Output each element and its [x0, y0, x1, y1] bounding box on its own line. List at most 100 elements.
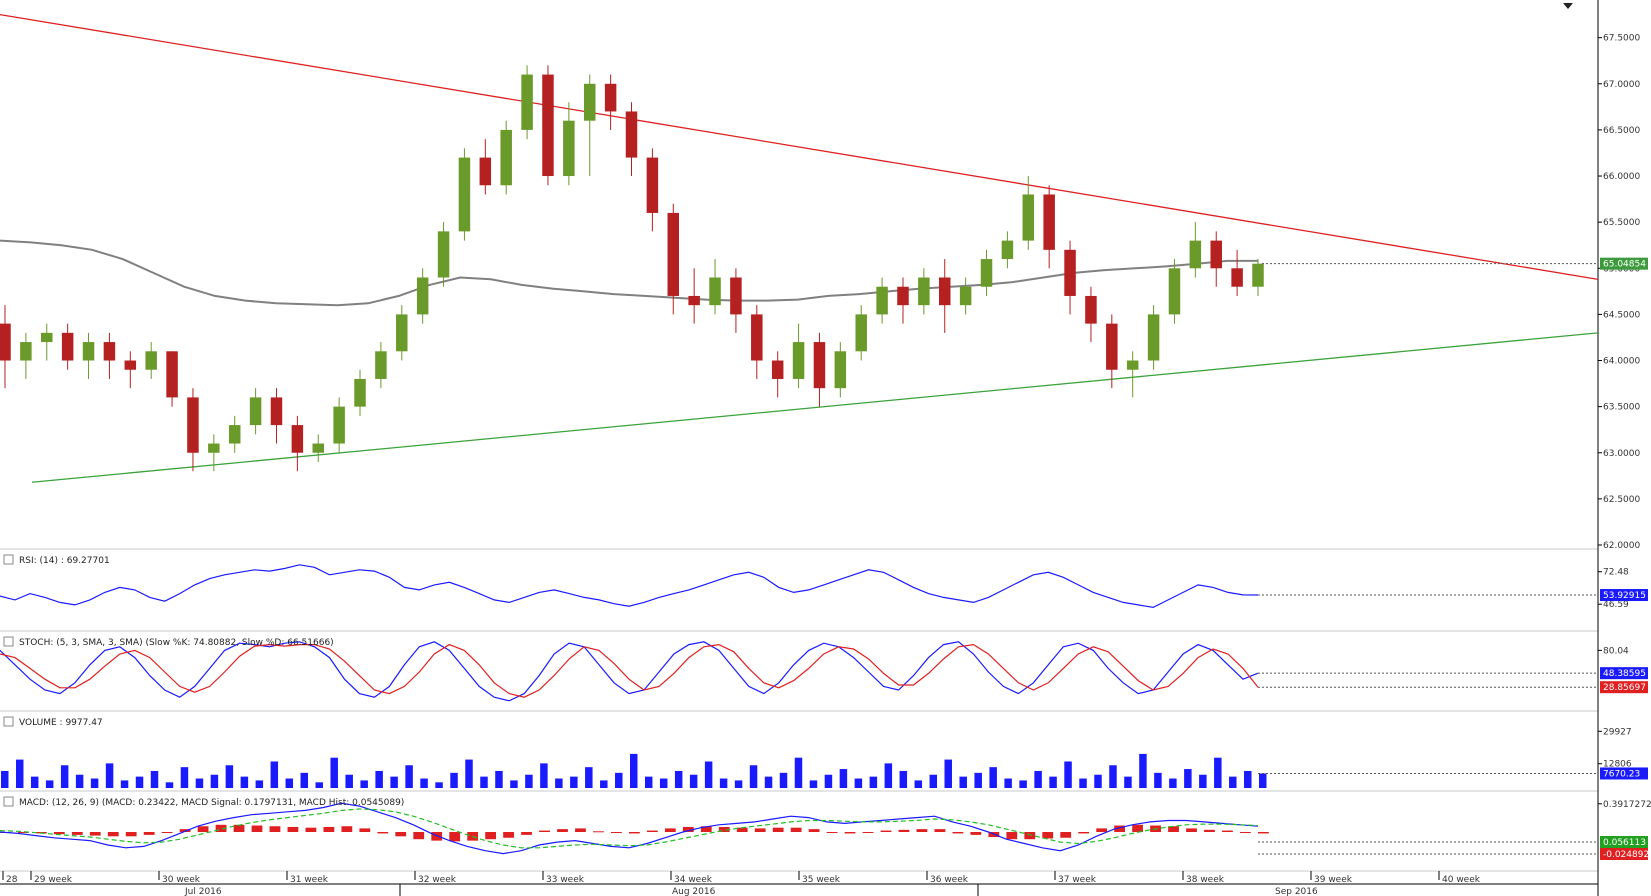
macd-hist-bar: [970, 832, 982, 835]
macd-last-flag: [1600, 848, 1648, 860]
week-tick-label: 36 week: [930, 875, 969, 885]
candle-body: [813, 342, 826, 389]
volume-legend-text: VOLUME : 9977.47: [19, 718, 103, 728]
volume-bar: [315, 782, 323, 788]
macd-hist-bar: [1024, 832, 1036, 840]
macd-legend-text: MACD: (12, 26, 9) (MACD: 0.23422, MACD S…: [19, 798, 404, 808]
volume-bar: [255, 780, 264, 788]
volume-bar: [1004, 778, 1012, 788]
time-axis: 28 29 week 30 week 31 week 32 week 33 week 34 …: [0, 871, 1599, 896]
macd-hist-bar: [503, 832, 514, 838]
macd-legend-box[interactable]: [3, 796, 14, 807]
macd-hist-bar: [395, 832, 407, 837]
macd-hist-bar: [125, 832, 137, 837]
volume-bar: [15, 759, 24, 788]
indicator-tick-label: 29927: [1603, 727, 1632, 737]
volume-bar: [1079, 778, 1087, 788]
macd-hist-bar: [1114, 825, 1126, 832]
volume-bar: [974, 772, 982, 788]
candle-body: [667, 212, 680, 296]
volume-bar: [600, 780, 608, 788]
macd-hist-bar: [898, 829, 910, 832]
candle-body: [41, 332, 53, 343]
volume-bar: [1169, 778, 1177, 788]
month-tick-label: Aug 2016: [672, 887, 716, 896]
macd-hist-bar: [161, 832, 173, 833]
macd-hist-bar: [1186, 828, 1197, 832]
stoch-last-flag: [1600, 667, 1648, 680]
macd-hist-bar: [808, 829, 820, 832]
indicator-tick-label: 72.48: [1603, 568, 1629, 578]
volume-bar: [555, 778, 563, 788]
volume-bar: [150, 770, 159, 788]
candle-body: [249, 397, 262, 426]
rsi-line: [0, 564, 1259, 609]
candle-body: [333, 406, 345, 444]
week-tick-label: 32 week: [418, 875, 457, 885]
macd-hist-bar: [413, 832, 425, 840]
volume-bar: [225, 765, 234, 788]
candle-body: [521, 74, 533, 130]
volume-legend-box[interactable]: [3, 716, 14, 727]
macd-hist-bar: [664, 828, 676, 832]
candle-body: [855, 314, 867, 352]
candle-body: [458, 157, 471, 232]
volume-bar: [360, 780, 368, 788]
candle-body: [583, 83, 596, 121]
candle-body: [542, 74, 554, 177]
volume-bar: [495, 770, 503, 788]
macd-hist-bar: [215, 824, 227, 832]
price-tick-label: 65.5000: [1603, 218, 1640, 228]
support-trendline[interactable]: [31, 332, 1599, 483]
stoch-legend-text: STOCH: (5, 3, SMA, 3, SMA) (Slow %K: 74.…: [19, 638, 334, 648]
collapse-arrow-icon[interactable]: [1563, 3, 1573, 9]
volume-bar: [105, 763, 114, 788]
candle-body: [604, 83, 617, 112]
resistance-trendline[interactable]: [0, 13, 1599, 280]
rsi-legend-box[interactable]: [3, 554, 14, 565]
volume-bar: [240, 776, 249, 788]
macd-hist-bar: [1168, 826, 1179, 832]
volume-bar: [1019, 780, 1027, 788]
volume-bar: [135, 776, 144, 788]
volume-bar: [420, 778, 428, 788]
stoch-last-flag: [1600, 681, 1648, 694]
price-pane: 67.500067.000066.500066.000065.500065.00…: [0, 13, 1648, 551]
candle-body: [563, 120, 575, 177]
volume-bar: [1124, 776, 1132, 788]
macd-hist-bar: [305, 827, 317, 832]
volume-bar: [704, 761, 713, 788]
candle-body: [145, 351, 157, 370]
macd-hist-bar: [521, 832, 532, 835]
stoch-k-line: [0, 641, 1259, 702]
macd-hist-bar: [197, 826, 209, 832]
price-last-flag: [1600, 257, 1648, 270]
macd-hist-bar: [557, 829, 568, 832]
stoch-legend-box[interactable]: [3, 636, 14, 647]
candle-body: [1147, 314, 1160, 361]
candle-body: [980, 259, 993, 287]
volume-bar: [90, 778, 99, 788]
candle-body: [1001, 240, 1014, 260]
candle-body: [730, 277, 742, 315]
indicator-tick-label: 0.3917272: [1603, 800, 1651, 810]
macd-hist-bar: [1042, 832, 1054, 839]
candle-body: [1064, 249, 1076, 296]
candle-body: [646, 157, 659, 213]
macd-hist-bar: [772, 827, 784, 832]
candle-body: [479, 157, 492, 186]
volume-bar: [929, 774, 938, 788]
volume-bar: [1, 770, 9, 788]
macd-hist-bar: [646, 830, 658, 832]
week-tick-label: 35 week: [802, 875, 841, 885]
volume-bar: [390, 776, 398, 788]
volume-bar: [779, 772, 788, 788]
volume-bar: [435, 782, 443, 788]
macd-hist-bar: [1096, 828, 1108, 832]
candle-body: [291, 425, 304, 453]
macd-hist-bar: [449, 832, 461, 842]
candle-body: [416, 277, 429, 315]
volume-bar: [1244, 770, 1252, 788]
volume-bar: [1109, 765, 1117, 788]
